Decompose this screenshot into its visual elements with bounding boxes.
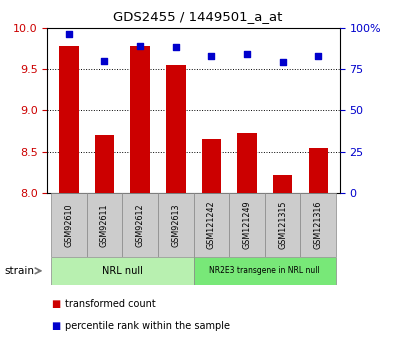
Bar	[301, 193, 336, 257]
Bar	[237, 133, 257, 193]
Text: GSM121316: GSM121316	[314, 201, 323, 249]
Text: NRL null: NRL null	[102, 266, 143, 276]
Bar	[158, 193, 194, 257]
Bar	[130, 46, 150, 193]
Point	[244, 51, 250, 57]
Bar	[51, 193, 87, 257]
Bar	[308, 148, 328, 193]
Point	[137, 43, 143, 49]
Text: ■: ■	[51, 299, 60, 308]
Bar	[229, 193, 265, 257]
Text: GSM121249: GSM121249	[243, 201, 252, 249]
Bar	[273, 175, 292, 193]
Bar	[95, 135, 114, 193]
Text: ■: ■	[51, 321, 60, 331]
Text: GSM92613: GSM92613	[171, 203, 180, 247]
Point	[101, 58, 107, 63]
Point	[208, 53, 214, 59]
Text: transformed count: transformed count	[65, 299, 156, 308]
Point	[66, 31, 72, 37]
Bar	[166, 65, 186, 193]
Bar	[122, 193, 158, 257]
Text: GSM92610: GSM92610	[64, 203, 73, 247]
Point	[173, 45, 179, 50]
Text: NR2E3 transgene in NRL null: NR2E3 transgene in NRL null	[209, 266, 320, 275]
Text: GDS2455 / 1449501_a_at: GDS2455 / 1449501_a_at	[113, 10, 282, 23]
Text: GSM92612: GSM92612	[135, 203, 145, 247]
Point	[315, 53, 322, 59]
Point	[280, 60, 286, 65]
Bar	[87, 193, 122, 257]
Bar	[194, 257, 336, 285]
Text: percentile rank within the sample: percentile rank within the sample	[65, 321, 230, 331]
Bar	[201, 139, 221, 193]
Text: strain: strain	[4, 266, 34, 276]
Bar	[265, 193, 301, 257]
Bar	[51, 257, 194, 285]
Text: GSM121242: GSM121242	[207, 201, 216, 249]
Bar	[194, 193, 229, 257]
Text: GSM92611: GSM92611	[100, 203, 109, 247]
Text: GSM121315: GSM121315	[278, 201, 287, 249]
Bar	[59, 46, 79, 193]
